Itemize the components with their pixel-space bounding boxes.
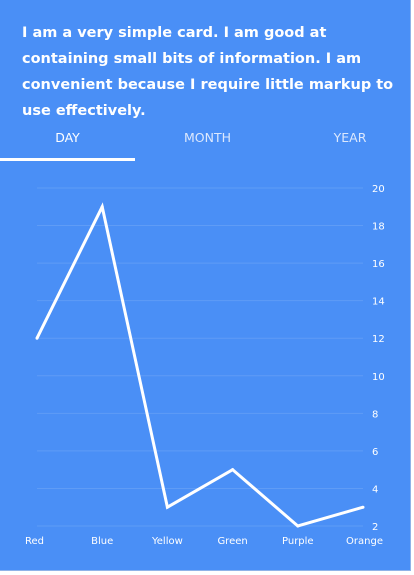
series-line bbox=[35, 202, 364, 528]
y-tick-label: 10 bbox=[372, 372, 385, 383]
x-tick-label: Red bbox=[25, 536, 44, 547]
data-point bbox=[296, 524, 300, 528]
data-point bbox=[100, 205, 104, 209]
tab-month[interactable]: MONTH bbox=[183, 130, 231, 145]
y-tick-label: 2 bbox=[372, 522, 378, 533]
y-tick-label: 14 bbox=[372, 297, 385, 308]
period-tabs: DAY MONTH YEAR bbox=[0, 124, 410, 162]
y-tick-label: 6 bbox=[372, 447, 378, 458]
y-tick-label: 8 bbox=[372, 409, 378, 420]
data-point bbox=[165, 505, 169, 509]
tab-day[interactable]: DAY bbox=[55, 130, 80, 145]
y-tick-label: 12 bbox=[372, 334, 385, 345]
line-chart: 2 4 6 8 10 12 14 16 18 20 Red Blue Yellow Green Purple… bbox=[25, 184, 385, 547]
active-tab-indicator bbox=[0, 158, 135, 161]
data-point bbox=[231, 468, 235, 472]
card-text: I am a very simple card. I am good at co… bbox=[22, 25, 394, 119]
y-tick-label: 4 bbox=[372, 484, 378, 495]
x-tick-label: Yellow bbox=[151, 536, 183, 547]
tab-year[interactable]: YEAR bbox=[333, 130, 367, 145]
y-tick-label: 20 bbox=[372, 184, 385, 195]
x-tick-label: Purple bbox=[282, 536, 314, 547]
x-tick-label: Orange bbox=[346, 536, 383, 547]
data-point bbox=[35, 336, 39, 340]
y-tick-label: 18 bbox=[372, 222, 385, 233]
x-tick-label: Blue bbox=[91, 536, 113, 547]
y-tick-label: 16 bbox=[372, 259, 385, 270]
data-point bbox=[361, 505, 365, 509]
x-tick-label: Green bbox=[217, 536, 247, 547]
